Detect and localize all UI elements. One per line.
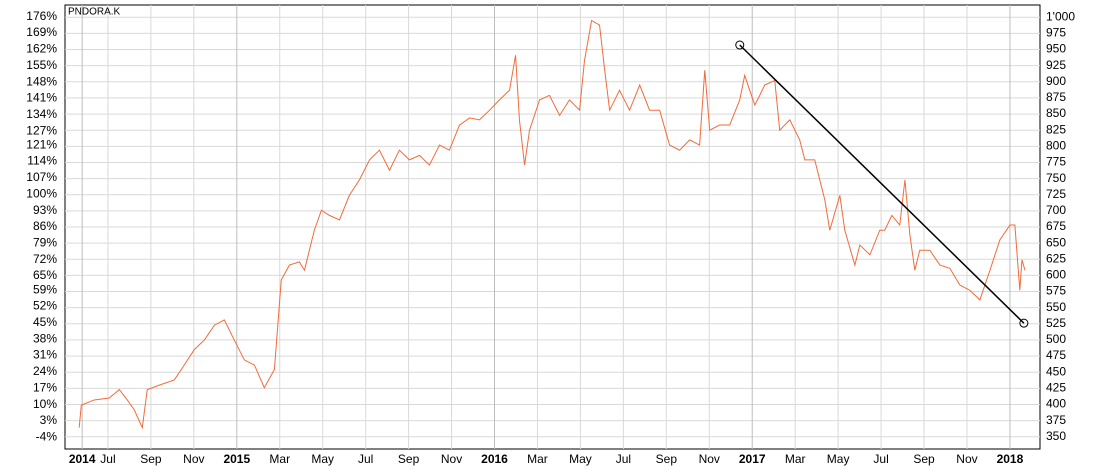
- price-line: [78, 19, 1026, 430]
- y2-tick-label: 375: [1046, 413, 1066, 427]
- trendline: [739, 44, 1025, 324]
- x-tick-label: Jul: [100, 452, 115, 466]
- x-tick-label: Nov: [441, 452, 462, 466]
- y2-tick-label: 875: [1046, 90, 1066, 104]
- x-tick-label: Mar: [785, 452, 806, 466]
- y-tick-label: 79%: [33, 236, 57, 250]
- y2-tick-label: 1'000: [1046, 9, 1075, 23]
- y2-tick-label: 600: [1046, 268, 1066, 282]
- y-tick-label: 10%: [33, 397, 57, 411]
- y2-tick-label: 750: [1046, 171, 1066, 185]
- x-tick-label: Nov: [956, 452, 977, 466]
- y-tick-label: 38%: [33, 331, 57, 345]
- y-tick-label: 45%: [33, 315, 57, 329]
- y2-tick-label: 850: [1046, 106, 1066, 120]
- x-tick-label: Sep: [140, 452, 162, 466]
- y-tick-label: 72%: [33, 252, 57, 266]
- y2-tick-label: 575: [1046, 284, 1066, 298]
- y2-tick-label: 450: [1046, 364, 1066, 378]
- x-tick-label: 2014: [69, 452, 96, 466]
- y2-tick-label: 350: [1046, 429, 1066, 443]
- y-tick-label: 155%: [26, 58, 57, 72]
- x-tick-label: Mar: [527, 452, 548, 466]
- y-tick-label: 169%: [26, 25, 57, 39]
- y2-tick-label: 550: [1046, 300, 1066, 314]
- y-tick-label: 148%: [26, 74, 57, 88]
- trendline-handle: [1019, 318, 1029, 328]
- y-tick-label: 121%: [26, 137, 57, 151]
- y-tick-label: 17%: [33, 380, 57, 394]
- y2-tick-label: 650: [1046, 235, 1066, 249]
- y-tick-label: 93%: [33, 203, 57, 217]
- x-tick-label: May: [311, 452, 334, 466]
- y-tick-label: 31%: [33, 348, 57, 362]
- x-tick-label: Mar: [269, 452, 290, 466]
- y-tick-label: 24%: [33, 364, 57, 378]
- x-tick-label: Sep: [398, 452, 420, 466]
- y-tick-label: 162%: [26, 42, 57, 56]
- x-tick-label: 2016: [481, 452, 508, 466]
- y-tick-label: 114%: [27, 154, 57, 168]
- x-tick-label: May: [569, 452, 592, 466]
- y-tick-label: 127%: [26, 123, 57, 137]
- x-tick-label: Sep: [656, 452, 678, 466]
- y2-tick-label: 725: [1046, 187, 1066, 201]
- marks: [78, 19, 1029, 430]
- y2-tick-label: 700: [1046, 203, 1066, 217]
- y-tick-label: 86%: [33, 219, 57, 233]
- y2-tick-label: 775: [1046, 155, 1066, 169]
- legend-label: PNDORA.K: [68, 7, 121, 18]
- x-tick-label: Nov: [699, 452, 720, 466]
- x-tick-label: 2015: [223, 452, 250, 466]
- y2-tick-label: 400: [1046, 397, 1066, 411]
- x-tick-label: Jul: [358, 452, 373, 466]
- x-tick-label: May: [827, 452, 850, 466]
- y-tick-label: 176%: [26, 9, 57, 23]
- y2-tick-label: 625: [1046, 251, 1066, 265]
- x-tick-label: Jul: [616, 452, 631, 466]
- y-tick-label: 141%: [26, 91, 57, 105]
- x-tick-label: 2018: [997, 452, 1024, 466]
- y-tick-label: 52%: [33, 299, 57, 313]
- y2-tick-label: 425: [1046, 381, 1066, 395]
- grid: [65, 5, 1040, 449]
- y-tick-label: 59%: [33, 282, 57, 296]
- trendline-handle: [735, 40, 745, 50]
- y2-tick-label: 825: [1046, 122, 1066, 136]
- x-tick-label: Nov: [183, 452, 204, 466]
- y2-tick-label: 900: [1046, 74, 1066, 88]
- y-tick-label: 100%: [26, 186, 57, 200]
- y-tick-label: 134%: [26, 107, 57, 121]
- x-tick-label: Sep: [913, 452, 935, 466]
- y2-tick-label: 675: [1046, 219, 1066, 233]
- y-tick-label: -4%: [36, 429, 58, 443]
- y2-tick-label: 975: [1046, 26, 1066, 40]
- y2-tick-label: 800: [1046, 139, 1066, 153]
- y-tick-label: 65%: [33, 268, 57, 282]
- x-tick-label: Jul: [873, 452, 888, 466]
- y2-tick-label: 525: [1046, 316, 1066, 330]
- y-tick-label: 3%: [40, 413, 58, 427]
- y2-tick-label: 475: [1046, 348, 1066, 362]
- y-tick-label: 107%: [26, 170, 57, 184]
- y2-tick-label: 500: [1046, 332, 1066, 346]
- x-tick-label: 2017: [739, 452, 766, 466]
- y2-tick-label: 950: [1046, 42, 1066, 56]
- y2-tick-label: 925: [1046, 58, 1066, 72]
